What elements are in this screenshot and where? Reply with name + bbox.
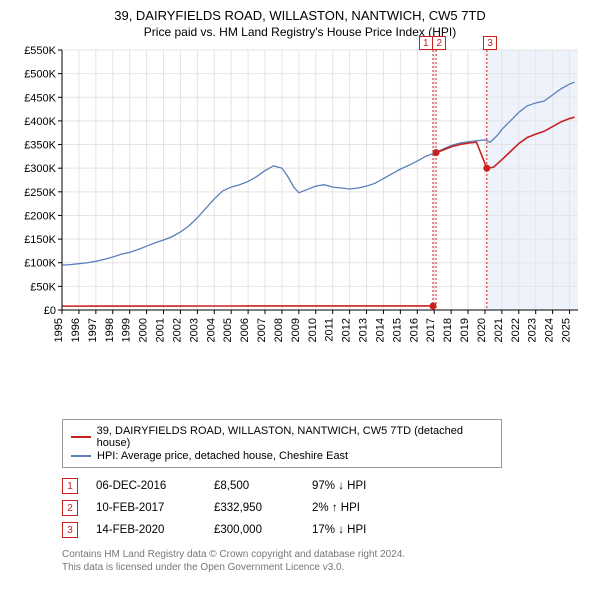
footer-line-1: Contains HM Land Registry data © Crown c… [62, 548, 588, 561]
event-badge: 3 [62, 522, 78, 538]
legend-label: HPI: Average price, detached house, Ches… [97, 450, 348, 462]
svg-text:2011: 2011 [324, 318, 336, 342]
event-row-2: 2 10-FEB-2017 £332,950 2% ↑ HPI [62, 500, 588, 516]
svg-text:1996: 1996 [70, 318, 82, 342]
svg-text:£250K: £250K [24, 187, 56, 199]
svg-text:1995: 1995 [53, 318, 65, 342]
svg-text:£50K: £50K [30, 281, 56, 293]
legend-swatch [71, 436, 91, 438]
svg-text:2020: 2020 [476, 318, 488, 342]
event-badge: 1 [62, 478, 78, 494]
svg-text:2016: 2016 [408, 318, 420, 342]
svg-text:2000: 2000 [138, 318, 150, 342]
event-price: £332,950 [214, 502, 294, 514]
svg-text:2005: 2005 [222, 318, 234, 342]
svg-text:2022: 2022 [510, 318, 522, 342]
svg-text:2024: 2024 [544, 318, 556, 342]
svg-text:£300K: £300K [24, 163, 56, 175]
svg-text:2015: 2015 [391, 318, 403, 342]
svg-text:£500K: £500K [24, 69, 56, 81]
event-marker-3: 3 [483, 36, 497, 50]
event-price: £300,000 [214, 524, 294, 536]
event-diff: 17% ↓ HPI [312, 524, 402, 536]
svg-text:2006: 2006 [239, 318, 251, 342]
event-table: 1 06-DEC-2016 £8,500 97% ↓ HPI 2 10-FEB-2017 £… [62, 478, 588, 538]
chart-title: 39, DAIRYFIELDS ROAD, WILLASTON, NANTWIC… [12, 8, 588, 23]
event-marker-1: 1 [419, 36, 433, 50]
svg-text:£450K: £450K [24, 92, 56, 104]
svg-text:2019: 2019 [459, 318, 471, 342]
event-badge: 2 [62, 500, 78, 516]
svg-text:£150K: £150K [24, 234, 56, 246]
svg-text:2025: 2025 [561, 318, 573, 342]
event-row-3: 3 14-FEB-2020 £300,000 17% ↓ HPI [62, 522, 588, 538]
chart-subtitle: Price paid vs. HM Land Registry's House … [12, 25, 588, 39]
svg-text:2013: 2013 [358, 318, 370, 342]
svg-text:2018: 2018 [442, 318, 454, 342]
legend-swatch [71, 455, 91, 457]
svg-text:2023: 2023 [527, 318, 539, 342]
svg-text:2017: 2017 [425, 318, 437, 342]
event-diff: 97% ↓ HPI [312, 480, 402, 492]
svg-text:2003: 2003 [188, 318, 200, 342]
line-chart: £0 £50K £100K £150K £200K £250K £300K £350K £400… [12, 45, 588, 381]
event-diff: 2% ↑ HPI [312, 502, 402, 514]
event-date: 14-FEB-2020 [96, 524, 196, 536]
chart-area: £0 £50K £100K £150K £200K £250K £300K £350K £400… [12, 45, 588, 381]
legend-row-1: HPI: Average price, detached house, Ches… [71, 450, 493, 462]
svg-text:2010: 2010 [307, 318, 319, 342]
svg-text:£100K: £100K [24, 258, 56, 270]
svg-text:2002: 2002 [171, 318, 183, 342]
event-price: £8,500 [214, 480, 294, 492]
svg-text:£400K: £400K [24, 116, 56, 128]
svg-text:1998: 1998 [104, 318, 116, 342]
legend: 39, DAIRYFIELDS ROAD, WILLASTON, NANTWIC… [62, 419, 502, 468]
svg-text:2001: 2001 [155, 318, 167, 342]
svg-text:£350K: £350K [24, 140, 56, 152]
svg-text:£200K: £200K [24, 210, 56, 222]
legend-row-0: 39, DAIRYFIELDS ROAD, WILLASTON, NANTWIC… [71, 425, 493, 449]
svg-text:2008: 2008 [273, 318, 285, 342]
svg-text:2021: 2021 [493, 318, 505, 342]
svg-text:1997: 1997 [87, 318, 99, 342]
legend-label: 39, DAIRYFIELDS ROAD, WILLASTON, NANTWIC… [97, 425, 493, 449]
svg-text:£550K: £550K [24, 45, 56, 57]
svg-text:2012: 2012 [341, 318, 353, 342]
svg-text:1999: 1999 [121, 318, 133, 342]
svg-text:£0: £0 [44, 305, 56, 317]
svg-text:2007: 2007 [256, 318, 268, 342]
event-marker-2: 2 [432, 36, 446, 50]
footer-line-2: This data is licensed under the Open Gov… [62, 561, 588, 574]
svg-text:2014: 2014 [374, 318, 386, 342]
svg-text:2009: 2009 [290, 318, 302, 342]
event-date: 10-FEB-2017 [96, 502, 196, 514]
footer-attribution: Contains HM Land Registry data © Crown c… [62, 548, 588, 574]
event-row-1: 1 06-DEC-2016 £8,500 97% ↓ HPI [62, 478, 588, 494]
event-date: 06-DEC-2016 [96, 480, 196, 492]
svg-text:2004: 2004 [205, 318, 217, 342]
